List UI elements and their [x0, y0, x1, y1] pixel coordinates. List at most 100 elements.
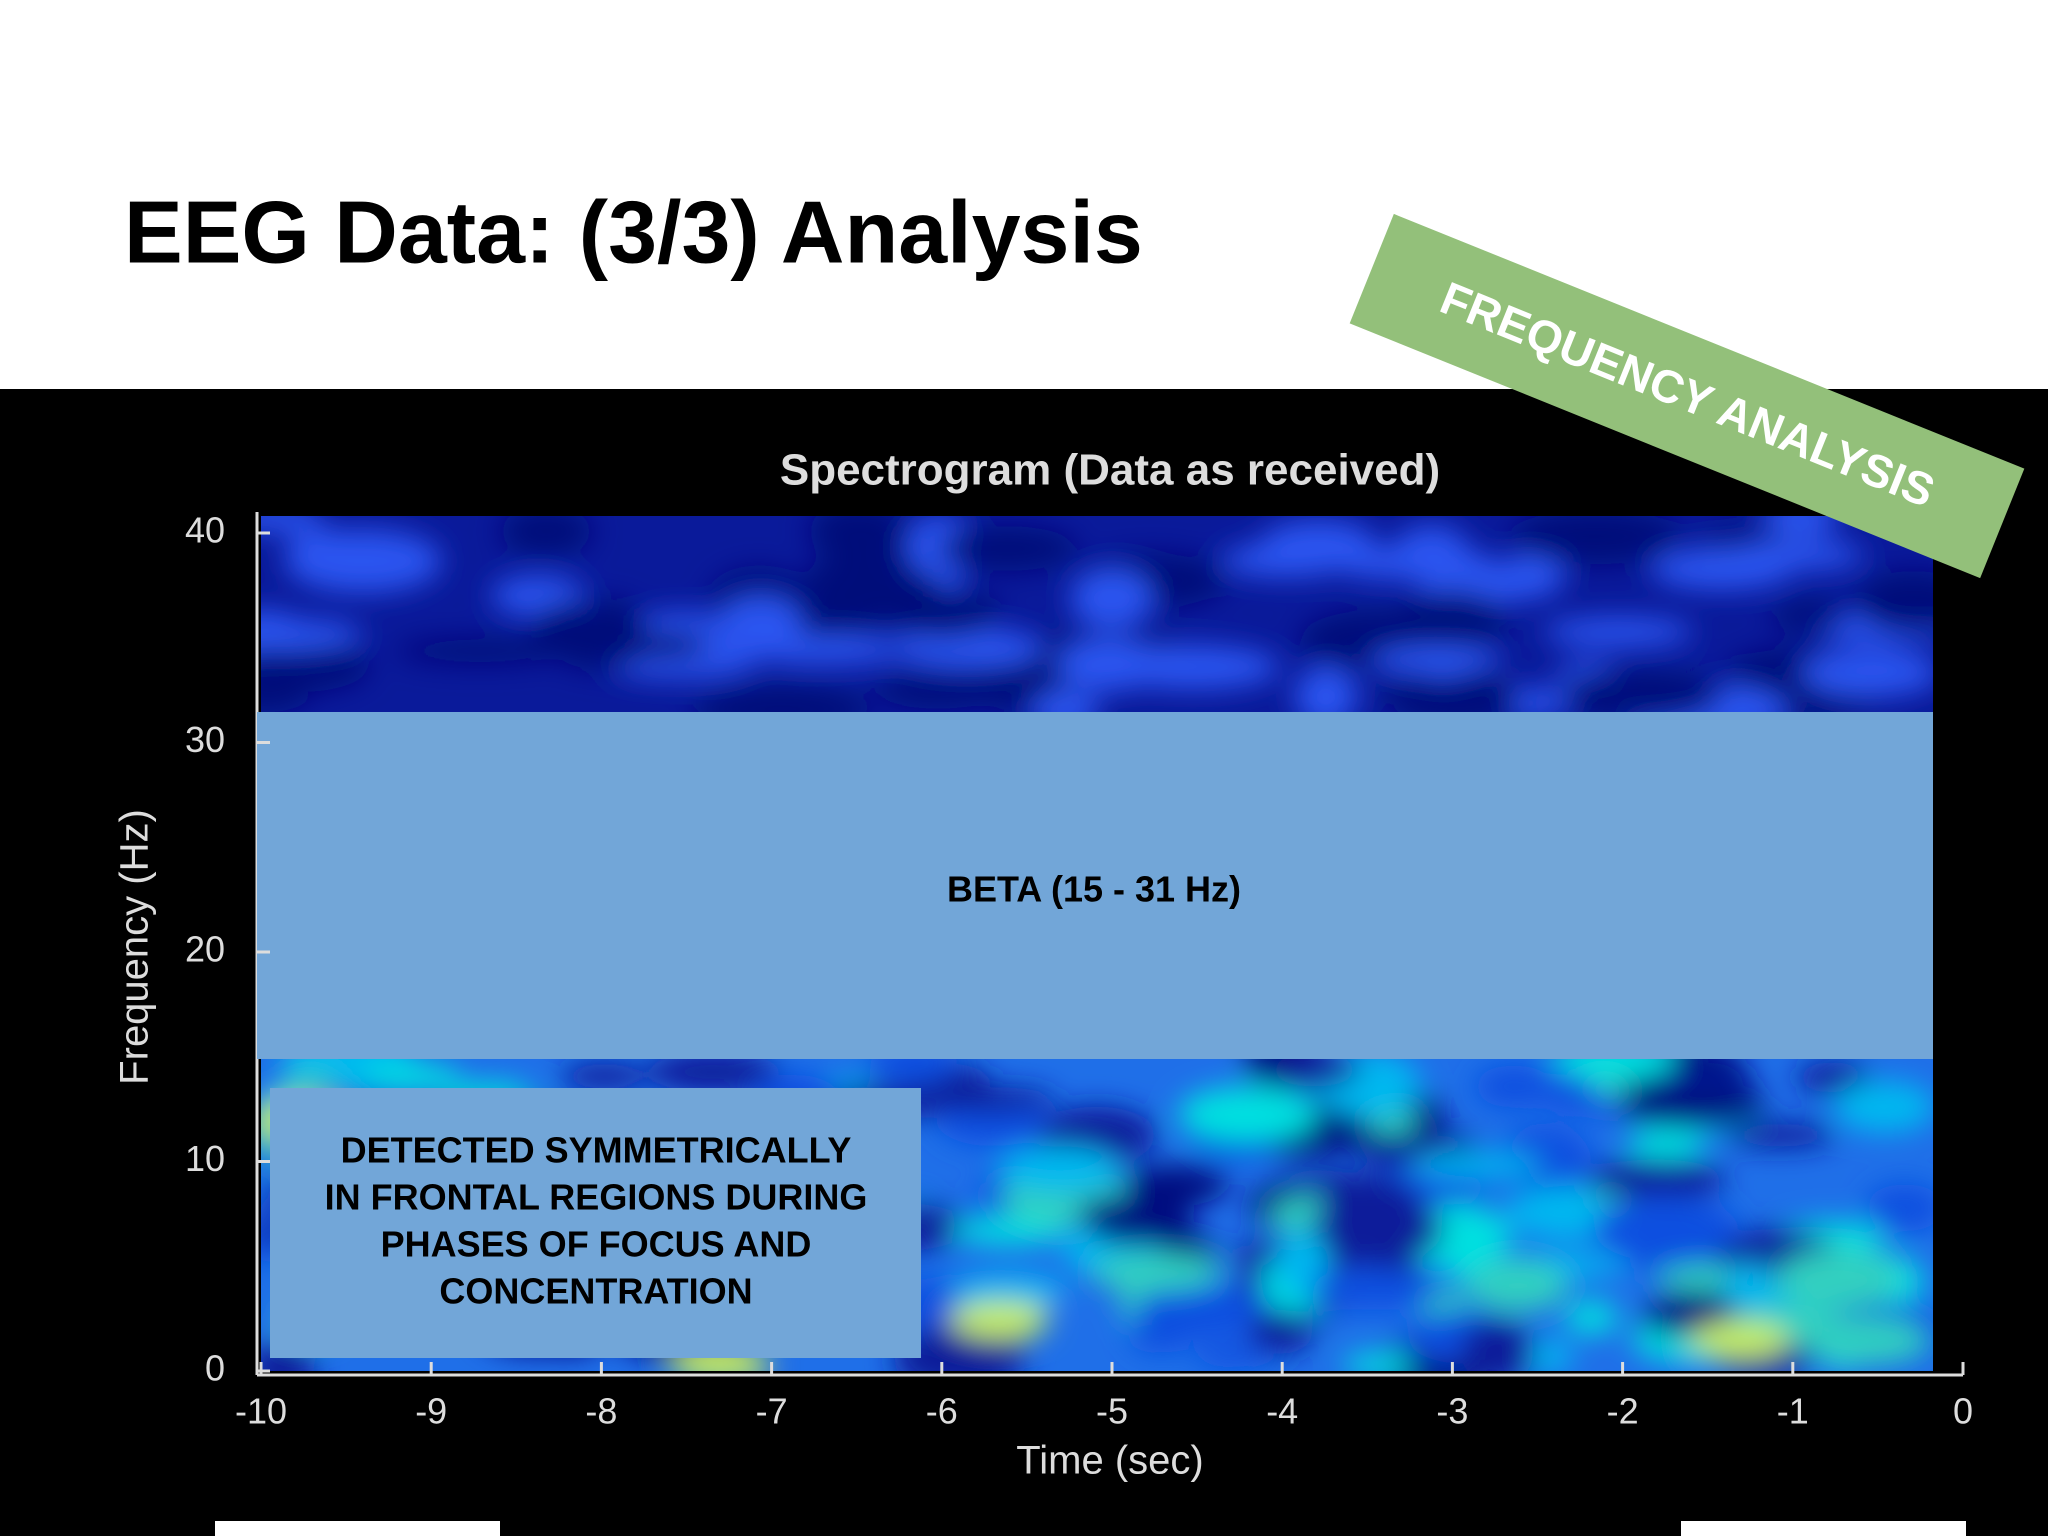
blob: [1543, 617, 1694, 647]
blob: [951, 1216, 1068, 1246]
y-tick-label: 30: [185, 719, 225, 760]
blob: [1460, 1318, 1535, 1371]
blob: [1178, 1086, 1317, 1143]
x-tick-label: -4: [1266, 1391, 1298, 1432]
blob: [261, 638, 370, 692]
blob: [743, 635, 909, 665]
blob: [718, 595, 803, 649]
x-tick-label: -1: [1777, 1391, 1809, 1432]
x-tick-label: -10: [235, 1391, 287, 1432]
blob: [1690, 1322, 1790, 1358]
blob: [1474, 1065, 1554, 1108]
callout-line: CONCENTRATION: [439, 1271, 752, 1312]
blob: [1467, 1259, 1569, 1312]
blob: [1866, 1184, 1933, 1232]
blob: [530, 601, 619, 662]
blob: [1593, 1195, 1738, 1263]
blob: [1854, 570, 1933, 633]
x-tick-label: -3: [1436, 1391, 1468, 1432]
blob: [1617, 1085, 1766, 1128]
y-tick-label: 0: [205, 1348, 225, 1389]
blob: [560, 1062, 650, 1090]
blob: [261, 516, 323, 532]
blob: [1342, 1352, 1414, 1371]
blob: [1500, 1126, 1591, 1191]
blob: [359, 1062, 461, 1092]
x-tick-label: 0: [1953, 1391, 1973, 1432]
blob: [1308, 1268, 1442, 1310]
y-tick-label: 40: [185, 510, 225, 551]
blob: [1650, 548, 1794, 590]
blob: [950, 1302, 1050, 1338]
blob: [1585, 1159, 1727, 1200]
blob: [1249, 1309, 1313, 1354]
blob: [1268, 1059, 1361, 1087]
blob: [1030, 690, 1100, 712]
blob: [950, 1273, 1066, 1309]
blob: [1394, 525, 1469, 575]
blob: [646, 1059, 779, 1094]
y-tick-label: 20: [185, 929, 225, 970]
banner-box: [1349, 213, 2025, 579]
footer-box: [215, 1521, 500, 1536]
blob: [1407, 1152, 1544, 1178]
blob: [1725, 1122, 1836, 1148]
blob: [1393, 679, 1520, 712]
chart-title: Spectrogram (Data as received): [780, 446, 1440, 495]
x-tick-label: -6: [926, 1391, 958, 1432]
blob: [1321, 1181, 1422, 1222]
blob: [1511, 516, 1681, 565]
spectrogram-upper: [261, 516, 1933, 712]
footer-box: [1681, 1521, 1966, 1536]
blob: [1369, 645, 1502, 674]
blob: [261, 618, 364, 651]
blob: [499, 516, 593, 557]
x-tick-label: -9: [415, 1391, 447, 1432]
blob: [1723, 1263, 1774, 1311]
blob: [396, 638, 564, 664]
blob: [1084, 1193, 1195, 1246]
callout-line: DETECTED SYMMETRICALLY: [341, 1130, 852, 1171]
x-axis-label: Time (sec): [1016, 1439, 1203, 1483]
blob: [1056, 637, 1161, 692]
blob: [891, 628, 1045, 668]
blob: [881, 590, 1002, 637]
blob: [1193, 1343, 1274, 1369]
callout-box: [270, 1088, 921, 1358]
blob: [1294, 666, 1358, 712]
blob: [1762, 516, 1839, 537]
blob: [808, 516, 910, 562]
blob: [284, 529, 442, 593]
blob: [1775, 1249, 1900, 1310]
blob: [1564, 1300, 1619, 1335]
x-tick-label: -5: [1096, 1391, 1128, 1432]
blob: [1089, 1253, 1223, 1292]
blob: [1625, 1129, 1707, 1160]
blob: [692, 684, 872, 712]
band-label: BETA (15 - 31 Hz): [947, 869, 1241, 910]
callout-line: PHASES OF FOCUS AND: [381, 1224, 812, 1265]
blob: [1771, 599, 1846, 632]
x-tick-label: -7: [756, 1391, 788, 1432]
blob: [874, 670, 1002, 709]
blob: [1070, 568, 1154, 629]
y-tick-label: 10: [185, 1138, 225, 1179]
blob: [998, 1146, 1121, 1192]
callout-line: IN FRONTAL REGIONS DURING: [325, 1177, 868, 1218]
blob: [1393, 591, 1508, 651]
blob: [1552, 669, 1722, 712]
blob: [1800, 649, 1933, 697]
x-tick-label: -8: [585, 1391, 617, 1432]
blob: [938, 526, 1078, 571]
blob: [1221, 543, 1352, 578]
blob: [1833, 1081, 1933, 1133]
beta-band: [257, 712, 1933, 1059]
x-tick-label: -2: [1607, 1391, 1639, 1432]
blob: [1552, 1059, 1676, 1080]
blob: [1801, 1317, 1930, 1365]
slide-title: EEG Data: (3/3) Analysis: [124, 182, 1143, 281]
y-axis-label: Frequency (Hz): [113, 809, 157, 1085]
texture: [261, 516, 1933, 712]
blob: [1129, 1318, 1192, 1353]
